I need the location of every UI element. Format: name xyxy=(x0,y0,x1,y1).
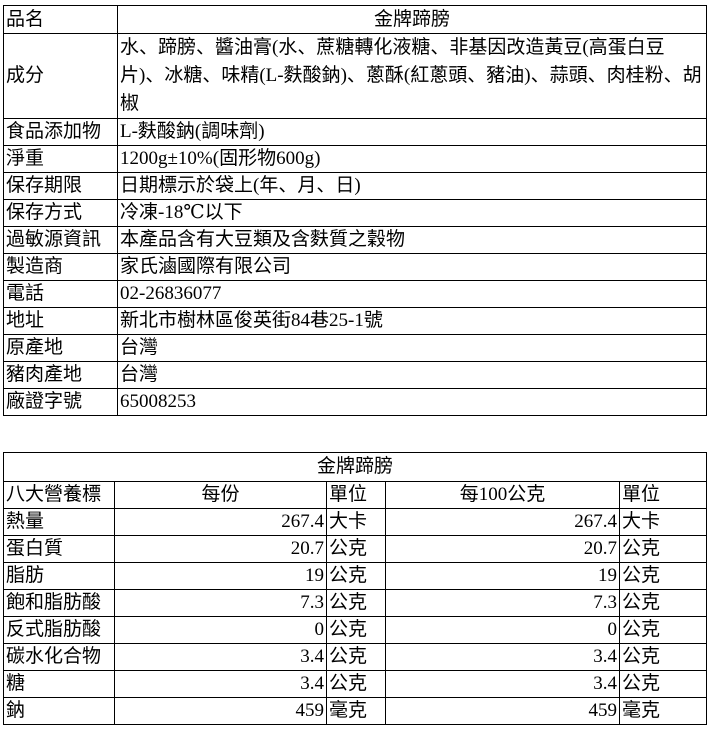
nutrition-row: 鈉 459 毫克 459 毫克 xyxy=(3,697,707,725)
nutrition-row: 碳水化合物 3.4 公克 3.4 公克 xyxy=(3,643,707,671)
unit: 大卡 xyxy=(326,508,386,536)
unit: 毫克 xyxy=(619,697,707,725)
per-serving-value: 0 xyxy=(114,616,327,644)
per-100g-value: 267.4 xyxy=(385,508,620,536)
per-100g-value: 7.3 xyxy=(385,589,620,617)
info-row: 成分 水、蹄膀、醬油膏(水、蔗糖轉化液糖、非基因改造黃豆(高蛋白豆片)、冰糖、味精… xyxy=(3,33,707,119)
info-row: 原產地 台灣 xyxy=(3,334,707,362)
info-value: 台灣 xyxy=(117,334,707,362)
info-row: 保存期限 日期標示於袋上(年、月、日) xyxy=(3,172,707,200)
info-value: 新北市樹林區俊英街84巷25-1號 xyxy=(117,307,707,335)
unit: 公克 xyxy=(619,535,707,563)
nutrition-row: 反式脂肪酸 0 公克 0 公克 xyxy=(3,616,707,644)
info-value: 1200g±10%(固形物600g) xyxy=(117,145,707,173)
unit: 公克 xyxy=(326,535,386,563)
info-value: L-麩酸鈉(調味劑) xyxy=(117,118,707,146)
unit: 公克 xyxy=(619,562,707,590)
nutrient-name: 糖 xyxy=(3,670,115,698)
unit: 大卡 xyxy=(619,508,707,536)
unit: 公克 xyxy=(619,589,707,617)
per-100g-value: 0 xyxy=(385,616,620,644)
header-unit: 單位 xyxy=(619,481,707,509)
nutrition-row: 熱量 267.4 大卡 267.4 大卡 xyxy=(3,508,707,536)
info-label: 保存方式 xyxy=(3,199,118,227)
info-row: 保存方式 冷凍-18℃以下 xyxy=(3,199,707,227)
nutrition-row: 糖 3.4 公克 3.4 公克 xyxy=(3,670,707,698)
nutrition-table: 金牌蹄膀 八大營養標 每份 單位 每100公克 單位 熱量 267.4 大卡 267.… xyxy=(3,452,707,725)
nutrition-title: 金牌蹄膀 xyxy=(3,452,707,482)
header-unit: 單位 xyxy=(326,481,386,509)
info-label: 豬肉產地 xyxy=(3,361,118,389)
header-per-serving: 每份 xyxy=(114,481,327,509)
info-label: 電話 xyxy=(3,280,118,308)
info-label: 成分 xyxy=(3,33,118,119)
nutrient-name: 熱量 xyxy=(3,508,115,536)
info-label: 地址 xyxy=(3,307,118,335)
unit: 公克 xyxy=(619,643,707,671)
nutrient-name: 碳水化合物 xyxy=(3,643,115,671)
nutrition-row: 脂肪 19 公克 19 公克 xyxy=(3,562,707,590)
nutrition-header-row: 八大營養標 每份 單位 每100公克 單位 xyxy=(3,481,707,509)
info-row: 電話 02-26836077 xyxy=(3,280,707,308)
info-label: 原產地 xyxy=(3,334,118,362)
info-label: 製造商 xyxy=(3,253,118,281)
per-serving-value: 459 xyxy=(114,697,327,725)
unit: 公克 xyxy=(326,589,386,617)
unit: 公克 xyxy=(619,670,707,698)
info-row: 食品添加物 L-麩酸鈉(調味劑) xyxy=(3,118,707,146)
nutrition-row: 飽和脂肪酸 7.3 公克 7.3 公克 xyxy=(3,589,707,617)
per-serving-value: 20.7 xyxy=(114,535,327,563)
info-row: 製造商 家氏滷國際有限公司 xyxy=(3,253,707,281)
info-value: 台灣 xyxy=(117,361,707,389)
info-value: 家氏滷國際有限公司 xyxy=(117,253,707,281)
unit: 毫克 xyxy=(326,697,386,725)
product-info-table: 品名 金牌蹄膀 成分 水、蹄膀、醬油膏(水、蔗糖轉化液糖、非基因改造黃豆(高蛋白豆片)… xyxy=(3,5,707,416)
info-value: 水、蹄膀、醬油膏(水、蔗糖轉化液糖、非基因改造黃豆(高蛋白豆片)、冰糖、味精(L… xyxy=(117,33,707,119)
info-row: 豬肉產地 台灣 xyxy=(3,361,707,389)
info-label: 品名 xyxy=(3,5,118,34)
header-label: 八大營養標 xyxy=(3,481,115,509)
info-value: 冷凍-18℃以下 xyxy=(117,199,707,227)
info-row: 淨重 1200g±10%(固形物600g) xyxy=(3,145,707,173)
per-100g-value: 19 xyxy=(385,562,620,590)
nutrient-name: 脂肪 xyxy=(3,562,115,590)
unit: 公克 xyxy=(326,562,386,590)
unit: 公克 xyxy=(619,616,707,644)
per-serving-value: 7.3 xyxy=(114,589,327,617)
unit: 公克 xyxy=(326,670,386,698)
nutrition-title-row: 金牌蹄膀 xyxy=(3,452,707,482)
info-value: 本產品含有大豆類及含麩質之穀物 xyxy=(117,226,707,254)
info-value: 金牌蹄膀 xyxy=(117,5,707,34)
nutrient-name: 飽和脂肪酸 xyxy=(3,589,115,617)
info-row: 地址 新北市樹林區俊英街84巷25-1號 xyxy=(3,307,707,335)
per-100g-value: 3.4 xyxy=(385,643,620,671)
info-value: 02-26836077 xyxy=(117,280,707,308)
per-serving-value: 3.4 xyxy=(114,670,327,698)
info-label: 廠證字號 xyxy=(3,388,118,416)
per-serving-value: 19 xyxy=(114,562,327,590)
per-100g-value: 459 xyxy=(385,697,620,725)
info-row: 過敏源資訊 本產品含有大豆類及含麩質之穀物 xyxy=(3,226,707,254)
per-serving-value: 267.4 xyxy=(114,508,327,536)
info-label: 淨重 xyxy=(3,145,118,173)
nutrition-row: 蛋白質 20.7 公克 20.7 公克 xyxy=(3,535,707,563)
nutrient-name: 鈉 xyxy=(3,697,115,725)
info-row: 廠證字號 65008253 xyxy=(3,388,707,416)
nutrient-name: 反式脂肪酸 xyxy=(3,616,115,644)
info-row: 品名 金牌蹄膀 xyxy=(3,5,707,34)
nutrient-name: 蛋白質 xyxy=(3,535,115,563)
info-label: 保存期限 xyxy=(3,172,118,200)
per-serving-value: 3.4 xyxy=(114,643,327,671)
info-label: 過敏源資訊 xyxy=(3,226,118,254)
unit: 公克 xyxy=(326,616,386,644)
info-value: 日期標示於袋上(年、月、日) xyxy=(117,172,707,200)
per-100g-value: 20.7 xyxy=(385,535,620,563)
header-per-100g: 每100公克 xyxy=(385,481,620,509)
info-label: 食品添加物 xyxy=(3,118,118,146)
unit: 公克 xyxy=(326,643,386,671)
info-value: 65008253 xyxy=(117,388,707,416)
per-100g-value: 3.4 xyxy=(385,670,620,698)
